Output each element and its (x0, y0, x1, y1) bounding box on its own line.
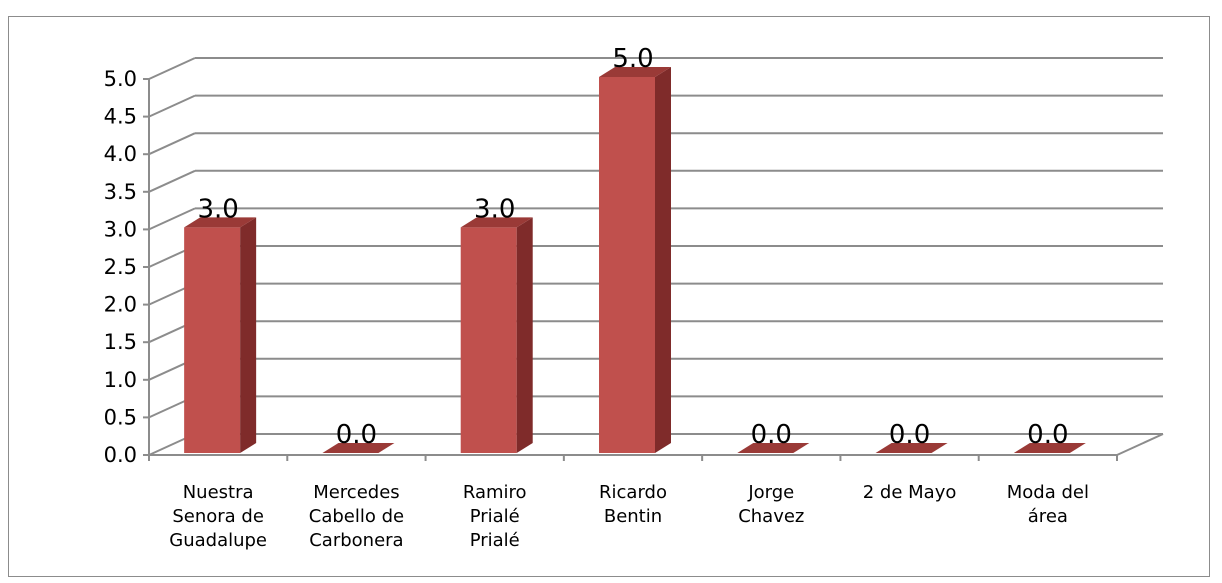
y-tick-label: 1.5 (104, 330, 137, 354)
category-label: Mercedes Cabello de Carbonera (309, 482, 404, 551)
category-label: Moda del área (1007, 482, 1089, 527)
category-label: Ramiro Prialé Prialé (463, 482, 527, 551)
category-label: Ricardo Bentin (599, 482, 667, 527)
data-label: 3.0 (474, 194, 515, 224)
category-label-line: Prialé (470, 530, 520, 551)
category-label-line: Chavez (738, 506, 804, 527)
data-label: 0.0 (336, 420, 377, 450)
bar-chart: 0.0 0.5 1.0 1.5 2.0 2.5 3.0 3.5 4.0 4.5 5.0 3.0 Nues… (104, 44, 1164, 551)
bar-top (875, 443, 948, 453)
bar-top (322, 443, 395, 453)
chart-frame: 0.0 0.5 1.0 1.5 2.0 2.5 3.0 3.5 4.0 4.5 5.0 3.0 Nues… (8, 16, 1210, 577)
bar (460, 227, 517, 453)
data-label: 0.0 (1027, 420, 1068, 450)
data-label: 0.0 (751, 420, 792, 450)
category-label: Jorge Chavez (738, 482, 804, 527)
floor-edge (1116, 433, 1164, 456)
bar-side (655, 67, 671, 453)
data-label: 5.0 (612, 44, 653, 74)
gridline-side (148, 94, 196, 118)
category-label-line: Mercedes (313, 482, 399, 503)
y-tick-label: 5.0 (104, 67, 137, 91)
category-label-line: Prialé (470, 506, 520, 527)
bar (599, 77, 655, 453)
gridline-side (148, 57, 196, 80)
y-tick-label: 1.0 (104, 368, 137, 392)
bar-top (1013, 443, 1086, 453)
data-label: 3.0 (197, 194, 238, 224)
y-tick-label: 4.0 (104, 142, 137, 166)
y-tick-label: 0.5 (104, 405, 137, 429)
category-label-line: Moda del (1007, 482, 1089, 503)
category-label: 2 de Mayo (863, 482, 957, 503)
gridline-side (148, 169, 196, 193)
bar (184, 227, 241, 453)
category-label-line: Jorge (747, 482, 794, 503)
category-label-line: 2 de Mayo (863, 482, 957, 503)
y-tick-label: 0.0 (104, 443, 137, 467)
category-label-line: Guadalupe (169, 530, 267, 551)
category-label-line: Ramiro (463, 482, 527, 503)
category-label-line: Carbonera (309, 530, 403, 551)
bar-top (599, 67, 671, 77)
gridline-side (148, 132, 196, 156)
bar-side (240, 217, 257, 453)
category-label-line: Cabello de (309, 506, 404, 527)
category-label-line: Ricardo (599, 482, 667, 503)
category-label: Nuestra Senora de Guadalupe (169, 482, 267, 551)
category-label-line: área (1028, 506, 1068, 527)
y-tick-label: 2.0 (104, 293, 137, 317)
bar-side (516, 217, 533, 453)
gridline-side (148, 207, 196, 231)
category-label-line: Bentin (604, 506, 662, 527)
y-tick-label: 3.0 (104, 217, 137, 241)
y-tick-label: 4.5 (104, 105, 137, 129)
bar-top (737, 443, 810, 453)
data-label: 0.0 (889, 420, 930, 450)
y-tick-label: 3.5 (104, 180, 137, 204)
bar-top (184, 217, 257, 228)
category-label-line: Nuestra (183, 482, 254, 503)
category-label-line: Senora de (172, 506, 264, 527)
y-tick-label: 2.5 (104, 255, 137, 279)
bar-top (460, 217, 533, 228)
